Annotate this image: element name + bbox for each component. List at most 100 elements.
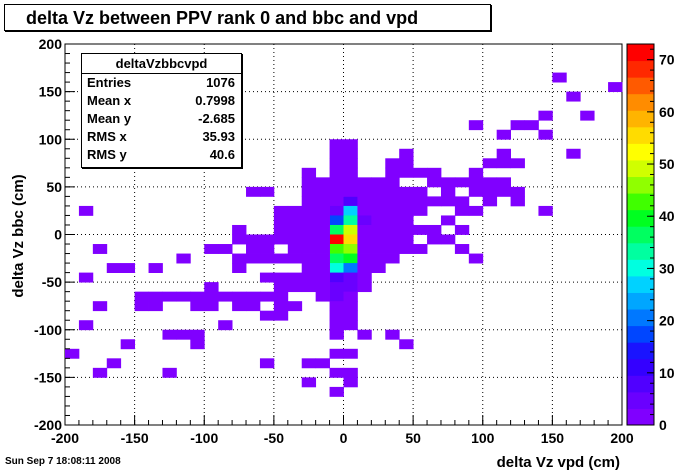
heatmap-bin bbox=[190, 301, 205, 312]
stats-row-mean-x: Mean x 0.7998 bbox=[82, 92, 241, 110]
heatmap-bin bbox=[468, 205, 484, 216]
heatmap-bin bbox=[329, 148, 344, 159]
heatmap-bin bbox=[273, 282, 289, 293]
heatmap-bin bbox=[580, 110, 595, 121]
palette-cell bbox=[627, 93, 654, 111]
heatmap-bin bbox=[343, 196, 358, 207]
heatmap-bin bbox=[413, 196, 428, 207]
heatmap-bin bbox=[287, 205, 303, 216]
heatmap-bin bbox=[510, 196, 525, 207]
heatmap-bin bbox=[329, 196, 344, 207]
heatmap-bin bbox=[301, 234, 317, 245]
heatmap-bin bbox=[343, 301, 358, 312]
heatmap-bin bbox=[78, 320, 94, 331]
heatmap-bin bbox=[204, 244, 219, 254]
heatmap-bin bbox=[120, 263, 136, 273]
heatmap-bin bbox=[427, 224, 442, 235]
heatmap-bin bbox=[301, 205, 317, 216]
heatmap-bin bbox=[385, 158, 400, 169]
heatmap-bin bbox=[413, 205, 428, 216]
heatmap-bin bbox=[287, 224, 303, 235]
heatmap-bin bbox=[440, 196, 456, 207]
heatmap-bin bbox=[106, 358, 122, 369]
heatmap-bin bbox=[385, 167, 400, 178]
y-tick-label: 100 bbox=[39, 131, 63, 147]
heatmap-bin bbox=[329, 244, 344, 254]
x-tick-label: 50 bbox=[405, 430, 421, 446]
palette-cell bbox=[627, 342, 654, 360]
heatmap-bin bbox=[343, 205, 358, 216]
heatmap-bin bbox=[329, 348, 344, 359]
heatmap-bin bbox=[371, 205, 386, 216]
heatmap-bin bbox=[371, 253, 386, 264]
heatmap-bin bbox=[273, 272, 289, 283]
heatmap-bin bbox=[329, 167, 344, 178]
heatmap-bin bbox=[246, 291, 261, 302]
heatmap-bin bbox=[259, 244, 275, 254]
heatmap-bin bbox=[343, 291, 358, 302]
heatmap-bin bbox=[371, 263, 386, 273]
heatmap-bin bbox=[343, 139, 358, 150]
heatmap-bin bbox=[176, 329, 191, 340]
palette-cell bbox=[627, 60, 654, 78]
heatmap-bin bbox=[301, 186, 317, 197]
heatmap-bin bbox=[496, 158, 511, 169]
heatmap-bin bbox=[162, 291, 177, 302]
stats-label: RMS x bbox=[87, 129, 127, 144]
stats-label: RMS y bbox=[87, 147, 127, 162]
heatmap-bin bbox=[190, 329, 205, 340]
heatmap-bin bbox=[385, 186, 400, 197]
heatmap-bin bbox=[329, 320, 344, 331]
heatmap-bin bbox=[357, 177, 372, 188]
heatmap-bin bbox=[218, 320, 233, 331]
heatmap-bin bbox=[315, 272, 330, 283]
heatmap-bin bbox=[287, 272, 303, 283]
palette-cell bbox=[627, 209, 654, 227]
heatmap-bin bbox=[440, 215, 456, 226]
heatmap-bin bbox=[427, 177, 442, 188]
heatmap-bin bbox=[259, 272, 275, 283]
heatmap-bin bbox=[232, 224, 247, 235]
heatmap-bin bbox=[190, 291, 205, 302]
heatmap-bin bbox=[343, 215, 358, 226]
heatmap-bin bbox=[343, 348, 358, 359]
heatmap-bin bbox=[315, 205, 330, 216]
x-tick-label: -50 bbox=[264, 430, 284, 446]
x-tick-label: 100 bbox=[471, 430, 495, 446]
heatmap-bin bbox=[301, 263, 317, 273]
y-tick-label: 0 bbox=[54, 227, 62, 243]
heatmap-bin bbox=[385, 196, 400, 207]
heatmap-bin bbox=[371, 215, 386, 226]
heatmap-bin bbox=[92, 244, 108, 254]
heatmap-bin bbox=[204, 301, 219, 312]
heatmap-bin bbox=[329, 253, 344, 264]
heatmap-bin bbox=[204, 291, 219, 302]
x-tick-label: 150 bbox=[541, 430, 565, 446]
heatmap-bin bbox=[315, 263, 330, 273]
color-scale: 0 10 20 30 40 50 60 70 bbox=[626, 43, 675, 433]
heatmap-bin bbox=[399, 186, 414, 197]
heatmap-bin bbox=[92, 301, 108, 312]
heatmap-bin bbox=[552, 72, 567, 83]
palette-tick-label: 70 bbox=[659, 52, 675, 68]
heatmap-bin bbox=[413, 167, 428, 178]
heatmap-bin bbox=[357, 244, 372, 254]
heatmap-bin bbox=[440, 234, 456, 245]
heatmap-bin bbox=[315, 358, 330, 369]
heatmap-bin bbox=[454, 224, 470, 235]
heatmap-bin bbox=[315, 234, 330, 245]
palette-tick-label: 60 bbox=[659, 104, 675, 120]
x-tick-label: 200 bbox=[610, 430, 634, 446]
heatmap-bin bbox=[343, 282, 358, 293]
palette-cell bbox=[627, 375, 654, 393]
heatmap-bin bbox=[148, 263, 163, 273]
heatmap-bin bbox=[301, 244, 317, 254]
heatmap-bin bbox=[510, 186, 525, 197]
heatmap-bin bbox=[482, 196, 498, 207]
heatmap-bin bbox=[287, 301, 303, 312]
y-axis-label: delta Vz bbc (cm) bbox=[10, 174, 27, 297]
heatmap-bin bbox=[399, 215, 414, 226]
heatmap-bin bbox=[315, 282, 330, 293]
stats-label: Entries bbox=[87, 75, 132, 90]
